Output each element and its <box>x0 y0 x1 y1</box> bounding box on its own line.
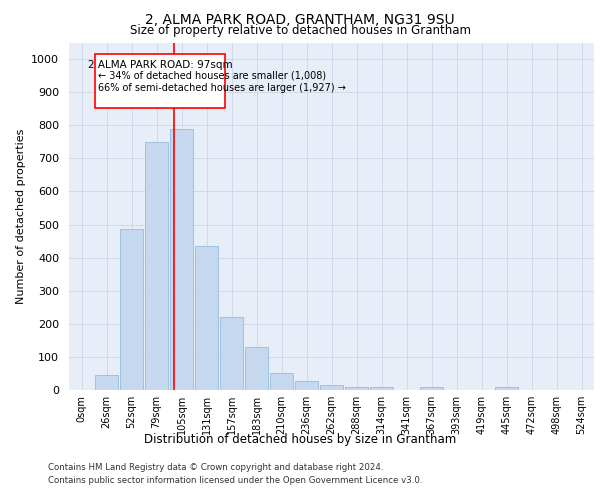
FancyBboxPatch shape <box>95 54 225 108</box>
Bar <box>95 375 118 390</box>
Bar <box>370 386 393 390</box>
Bar <box>220 317 243 390</box>
Bar <box>345 386 368 390</box>
Bar <box>120 230 143 390</box>
Bar <box>420 388 443 390</box>
Text: 2 ALMA PARK ROAD: 97sqm: 2 ALMA PARK ROAD: 97sqm <box>88 60 233 70</box>
Bar <box>195 246 218 390</box>
Y-axis label: Number of detached properties: Number of detached properties <box>16 128 26 304</box>
Text: Distribution of detached houses by size in Grantham: Distribution of detached houses by size … <box>144 432 456 446</box>
Text: Contains public sector information licensed under the Open Government Licence v3: Contains public sector information licen… <box>48 476 422 485</box>
Bar <box>495 386 518 390</box>
Bar <box>295 380 318 390</box>
Bar <box>170 128 193 390</box>
Text: 2, ALMA PARK ROAD, GRANTHAM, NG31 9SU: 2, ALMA PARK ROAD, GRANTHAM, NG31 9SU <box>145 12 455 26</box>
Text: ← 34% of detached houses are smaller (1,008): ← 34% of detached houses are smaller (1,… <box>98 70 326 81</box>
Text: 66% of semi-detached houses are larger (1,927) →: 66% of semi-detached houses are larger (… <box>98 83 346 93</box>
Bar <box>245 347 268 390</box>
Text: Contains HM Land Registry data © Crown copyright and database right 2024.: Contains HM Land Registry data © Crown c… <box>48 462 383 471</box>
Bar <box>320 385 343 390</box>
Text: Size of property relative to detached houses in Grantham: Size of property relative to detached ho… <box>130 24 470 37</box>
Bar <box>145 142 168 390</box>
Bar <box>270 374 293 390</box>
